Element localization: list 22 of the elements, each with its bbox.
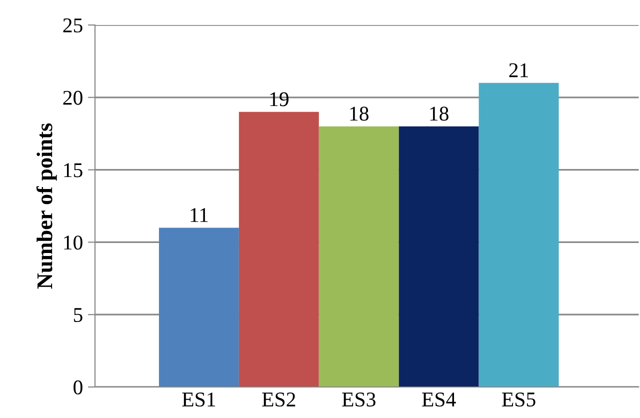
data-label: 11	[190, 208, 208, 222]
data-label: 19	[270, 92, 288, 106]
bar	[318, 126, 399, 387]
bar	[398, 126, 479, 387]
bar	[478, 82, 559, 387]
y-tick-label: 10	[64, 236, 82, 250]
x-tick-label: ES5	[502, 392, 536, 407]
data-label: 18	[430, 106, 448, 121]
y-tick-label: 25	[63, 18, 82, 32]
data-label: 21	[509, 63, 528, 78]
x-tick-label: ES1	[182, 392, 216, 407]
x-tick-label: ES4	[422, 392, 456, 407]
y-tick-label: 5	[74, 308, 82, 322]
y-tick-label: 0	[74, 380, 82, 394]
data-label: 18	[350, 106, 368, 121]
x-tick-label: ES2	[262, 392, 296, 407]
y-axis-title: Number of points	[36, 123, 57, 289]
y-tick-label: 20	[63, 90, 82, 105]
bar	[238, 112, 319, 387]
y-tick-label: 15	[64, 163, 82, 178]
x-tick-label: ES3	[342, 392, 376, 407]
bar	[158, 228, 239, 387]
